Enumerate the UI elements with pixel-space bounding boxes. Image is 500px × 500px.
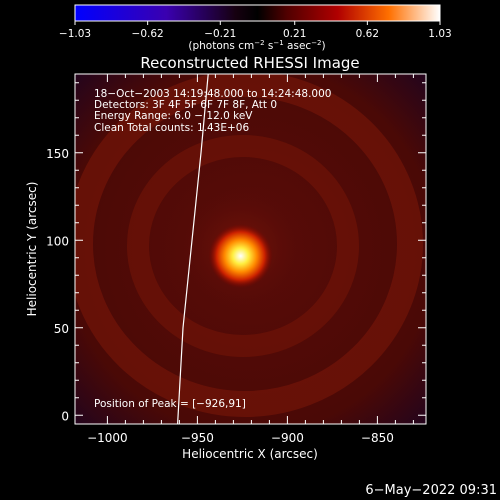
peak-source (208, 224, 273, 288)
y-tick-label: 0 (61, 409, 69, 423)
colorbar-tick-label: 0.62 (356, 28, 379, 40)
colorbar (75, 5, 440, 21)
y-axis-label: Heliocentric Y (arcsec) (25, 182, 39, 317)
x-tick-label: −850 (361, 431, 394, 445)
annotation-block: 18−Oct−2003 14:19:48.000 to 14:24:48.000… (94, 88, 331, 134)
x-tick-label: −950 (181, 431, 214, 445)
colorbar-tick-label: −1.03 (59, 28, 91, 40)
colorbar-frame (74, 4, 441, 22)
x-tick-label: −1000 (87, 431, 128, 445)
y-tick-label: 50 (54, 322, 69, 336)
x-axis-label: Heliocentric X (arcsec) (182, 447, 318, 461)
annotation-energy-range: Energy Range: 6.0 − 12.0 keV (94, 110, 253, 122)
outer-ring (75, 74, 423, 417)
chart-title: Reconstructed RHESSI Image (140, 54, 359, 72)
colorbar-tick-label: 1.03 (428, 28, 451, 40)
y-tick-label: 100 (46, 234, 69, 248)
timestamp: 6−May−2022 09:31 (365, 483, 497, 498)
y-tick-label: 150 (46, 147, 69, 161)
colorbar-tick-label: −0.62 (132, 28, 164, 40)
annotation-time-range: 18−Oct−2003 14:19:48.000 to 14:24:48.000 (94, 88, 331, 100)
inner-ring (127, 135, 359, 357)
colorbar-tick-label: 0.21 (283, 28, 306, 40)
plot-frame (74, 73, 427, 425)
solar-limb (177, 74, 209, 424)
annotation-detectors: Detectors: 3F 4F 5F 6F 7F 8F, Att 0 (94, 99, 277, 111)
x-tick-label: −900 (271, 431, 304, 445)
peak-position-label: Position of Peak = [−926,91] (94, 398, 246, 410)
colorbar-tick-label: −0.21 (204, 28, 236, 40)
annotation-clean-counts: Clean Total counts: 1.43E+06 (94, 122, 249, 134)
colorbar-unit-label: (photons cm−2 s−1 asec−2) (188, 39, 325, 52)
